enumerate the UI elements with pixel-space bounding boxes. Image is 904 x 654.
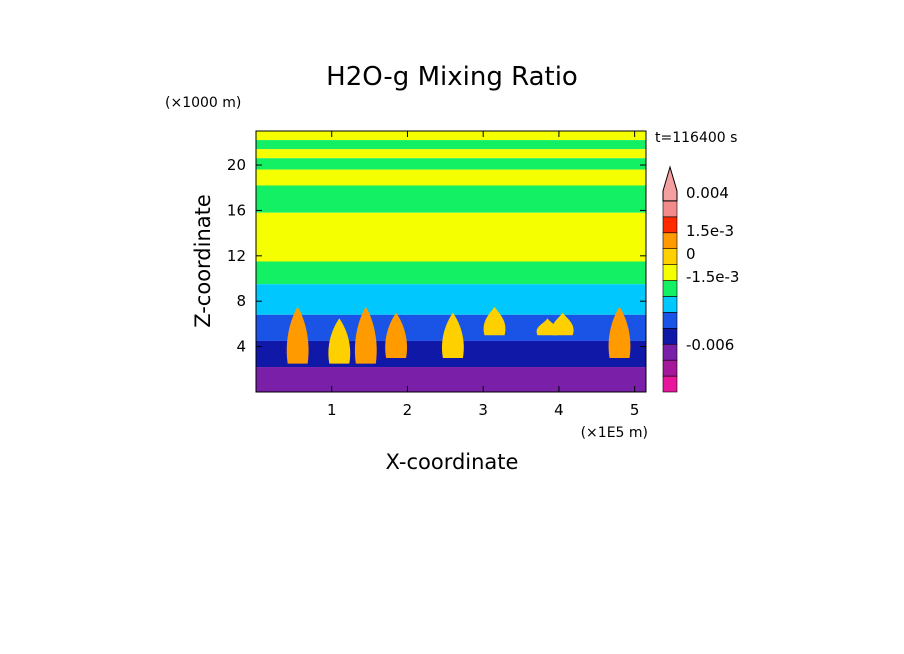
field-band-1 [256,140,646,150]
y-tick-label-2: 12 [227,247,246,265]
field-band-11 [256,367,646,392]
chart-title: H2O-g Mixing Ratio [326,62,578,92]
plume-2 [354,306,377,364]
colorbar-arrow-top [662,165,678,202]
colorbar-swatch-2 [662,343,678,361]
plume-8 [608,306,631,358]
x-tick-label-4: 5 [630,401,640,419]
x-tick-label-2: 3 [478,401,488,419]
field-band-8 [256,284,646,315]
y-axis-label: Z-coordinate [191,194,215,328]
colorbar-swatch-11 [662,200,678,218]
plume-4 [441,312,464,358]
plume-0 [286,306,309,364]
colorbar-label-3: -1.5e-3 [686,268,739,286]
colorbar-swatch-0 [662,375,678,393]
time-label: t=116400 s [655,130,737,146]
contour-field [256,131,646,392]
colorbar-swatch-6 [662,280,678,297]
colorbar-swatch-3 [662,328,678,345]
y-tick-label-0: 4 [236,338,246,356]
field-band-5 [256,185,646,213]
colorbar-label-2: 0 [686,245,696,263]
x-tick-label-3: 4 [554,401,564,419]
x-axis-label: X-coordinate [386,450,519,474]
colorbar: 0.004 1.5e-3 0 -1.5e-3 -0.006 [662,165,739,393]
colorbar-swatch-9 [662,232,678,249]
field-band-2 [256,149,646,159]
x-unit-label: (×1E5 m) [581,425,648,441]
y-tick-label-4: 20 [227,156,246,174]
plume-1 [328,318,351,364]
field-band-7 [256,261,646,285]
plume-5 [483,306,506,336]
field-band-4 [256,169,646,186]
field-band-6 [256,212,646,262]
field-band-3 [256,158,646,170]
plot-frame [255,130,647,393]
colorbar-label-4: -0.006 [686,336,734,354]
x-tick-label-1: 2 [403,401,413,419]
colorbar-swatch-5 [662,296,678,313]
field-band-0 [256,131,646,141]
colorbar-swatch-1 [662,359,678,377]
plume-7 [551,312,574,336]
y-unit-label: (×1000 m) [165,95,241,111]
colorbar-label-1: 1.5e-3 [686,222,734,240]
colorbar-swatch-7 [662,264,678,281]
plume-3 [385,312,408,358]
y-tick-label-1: 8 [236,292,246,310]
x-tick-label-0: 1 [327,401,337,419]
colorbar-swatch-4 [662,312,678,329]
colorbar-label-0: 0.004 [686,184,729,202]
colorbar-swatch-8 [662,248,678,265]
colorbar-swatch-10 [662,216,678,234]
y-tick-label-3: 16 [227,201,246,219]
